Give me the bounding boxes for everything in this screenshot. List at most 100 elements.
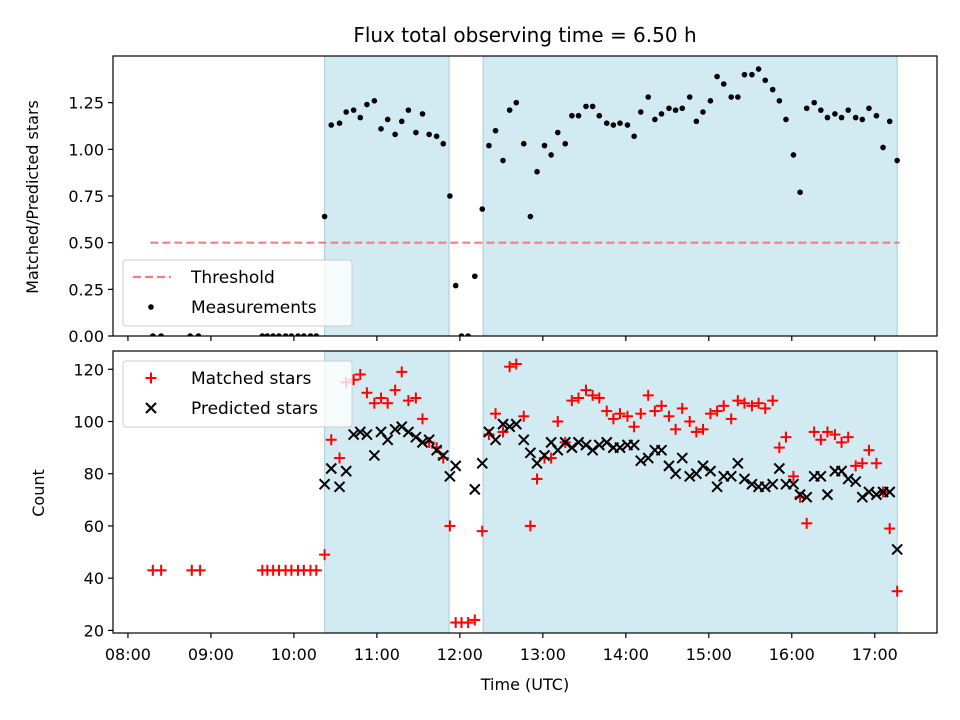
data-point xyxy=(155,564,167,576)
data-point xyxy=(666,105,672,112)
observing-window-span xyxy=(482,351,898,633)
data-point xyxy=(690,426,702,438)
data-point xyxy=(732,395,744,407)
data-point-d2 xyxy=(340,465,352,477)
data-point-d2 xyxy=(559,436,571,449)
data-point-d2 xyxy=(389,423,401,436)
data-point xyxy=(402,426,415,438)
data-point-d2 xyxy=(746,478,758,490)
data-point xyxy=(586,444,599,456)
y-tick-label: 20 xyxy=(84,621,104,640)
data-point xyxy=(479,206,486,212)
data-point xyxy=(728,94,735,100)
data-point xyxy=(658,111,665,117)
data-point xyxy=(838,114,845,121)
data-point xyxy=(347,428,360,441)
data-point xyxy=(656,400,668,412)
data-point xyxy=(497,418,509,430)
data-point-d2 xyxy=(444,470,456,483)
data-point xyxy=(476,525,488,537)
data-point xyxy=(194,564,206,576)
data-point xyxy=(452,282,459,289)
data-point xyxy=(465,333,471,336)
data-point xyxy=(361,387,373,399)
data-point xyxy=(759,402,771,414)
plot-area xyxy=(150,56,900,336)
data-point xyxy=(357,114,364,121)
data-point xyxy=(642,389,654,401)
data-point xyxy=(396,421,408,433)
ratio-panel: 0.00 0.25 0.50 0.75 1.00 1.25 Threshold Measure… xyxy=(68,55,938,346)
data-point xyxy=(762,77,769,84)
data-point xyxy=(711,481,723,493)
y-tick-label: 1.00 xyxy=(68,140,104,159)
data-point xyxy=(510,358,522,370)
data-point xyxy=(433,133,440,140)
data-point xyxy=(350,107,357,113)
data-point xyxy=(469,483,481,496)
data-point xyxy=(325,462,337,475)
data-point xyxy=(426,131,432,138)
data-point-d2 xyxy=(381,434,394,446)
data-point xyxy=(693,118,700,125)
data-point-d2 xyxy=(684,470,696,483)
data-point xyxy=(697,423,709,435)
data-point xyxy=(669,468,682,480)
data-point xyxy=(797,189,803,196)
data-point xyxy=(589,103,596,110)
data-point xyxy=(850,460,862,472)
data-point xyxy=(295,333,301,336)
legend: Threshold Measurements xyxy=(122,259,353,327)
legend-label: Predicted stars xyxy=(191,399,318,419)
data-point-d2 xyxy=(518,434,530,446)
data-point xyxy=(321,213,328,220)
x-tick-label: 10:00 xyxy=(271,645,317,664)
legend-item: Measurements xyxy=(148,298,317,318)
data-point xyxy=(631,133,637,140)
data-point xyxy=(381,434,394,446)
data-point-d2 xyxy=(416,436,429,449)
data-point xyxy=(704,408,716,420)
data-point xyxy=(766,478,779,490)
data-point xyxy=(410,431,422,443)
data-point xyxy=(497,426,509,438)
data-point xyxy=(663,410,675,422)
data-point xyxy=(773,462,786,475)
data-point xyxy=(471,273,478,280)
ratio-y-axis-label: Matched/Predicted stars xyxy=(23,100,42,294)
legend: Matched stars Predicted stars xyxy=(122,360,353,428)
data-point-d2 xyxy=(635,454,647,467)
data-point-d2 xyxy=(663,460,675,472)
data-point xyxy=(787,478,800,490)
data-point-d2 xyxy=(566,441,578,454)
data-point-d2 xyxy=(669,468,682,480)
data-point xyxy=(554,129,561,136)
data-point xyxy=(288,333,295,336)
data-point xyxy=(375,392,387,404)
legend-label: Matched stars xyxy=(191,369,311,389)
data-point xyxy=(628,439,640,451)
data-point-d2 xyxy=(572,436,585,449)
data-point-d2 xyxy=(842,473,854,485)
data-point xyxy=(389,423,401,436)
legend-item: Threshold xyxy=(133,268,275,288)
data-point-d2 xyxy=(423,434,435,446)
data-point xyxy=(518,410,530,422)
data-point xyxy=(704,465,717,477)
data-point xyxy=(700,109,706,115)
data-point xyxy=(562,140,569,147)
chart-title: Flux total observing time = 6.50 h xyxy=(353,23,696,47)
data-point-d2 xyxy=(503,421,516,433)
data-point xyxy=(753,397,765,409)
data-point-d2 xyxy=(725,470,737,483)
data-point xyxy=(410,392,422,404)
data-point xyxy=(886,118,893,125)
data-point xyxy=(343,109,349,115)
data-point xyxy=(518,434,530,446)
data-point xyxy=(707,98,714,104)
data-point-d2 xyxy=(849,475,862,488)
data-point xyxy=(790,152,797,158)
data-point xyxy=(863,444,875,456)
data-point xyxy=(836,436,848,448)
